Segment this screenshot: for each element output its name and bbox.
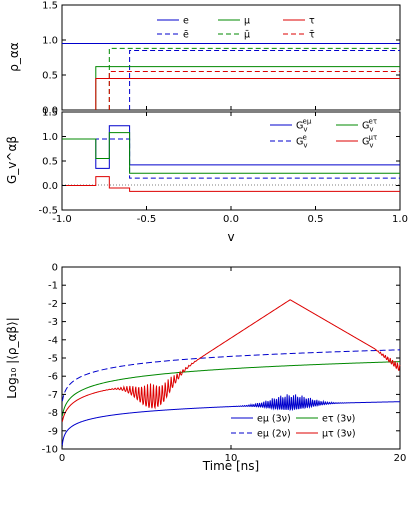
bottom-xtick-label: 10 bbox=[225, 453, 238, 464]
top-legend-label-: μ bbox=[244, 16, 250, 27]
bottom-ytick-label: -10 bbox=[42, 445, 58, 456]
middle-x-axis-label: v bbox=[227, 230, 234, 244]
bottom-ytick-label: -1 bbox=[48, 281, 58, 292]
middle-panel: -0.50.00.51.01.5 -1.0 -0.5 0.0 0.5 1.0 G_v^α… bbox=[5, 108, 408, 245]
middle-legend-label-g-v-e: Gveμ bbox=[296, 118, 312, 134]
middle-ytick-label: 1.0 bbox=[42, 132, 58, 143]
top-y-axis-label: ρ_αα bbox=[7, 42, 21, 72]
middle-ytick-label: 0.0 bbox=[42, 181, 58, 192]
bottom-series-emu-2nu bbox=[61, 349, 401, 402]
middle-series-g-v bbox=[62, 176, 400, 192]
bottom-ytick-label: -6 bbox=[48, 372, 58, 383]
middle-ytick-label: 1.5 bbox=[42, 108, 58, 119]
bottom-legend: eμ (3ν) eτ (3ν) eμ (2ν) μτ (3ν) bbox=[231, 414, 356, 440]
bottom-series-emu-3nu bbox=[61, 394, 401, 448]
bottom-ytick-label: -9 bbox=[48, 426, 58, 437]
bottom-legend-label-3: μτ (3ν) bbox=[322, 429, 356, 440]
middle-ytick-label: -0.5 bbox=[38, 206, 58, 217]
bottom-legend-label-e-3: eμ (3ν) bbox=[257, 414, 291, 425]
middle-legend-label-g-v-e: Gve bbox=[296, 134, 308, 150]
bottom-xtick-label: 0 bbox=[59, 453, 65, 464]
bottom-xtick-label: 20 bbox=[394, 453, 407, 464]
bottom-ytick-label: -8 bbox=[48, 408, 58, 419]
bottom-y-axis-label: Log₁₀ |⟨ρ_αβ⟩| bbox=[5, 317, 19, 399]
middle-legend-label-g-v-e: Gveτ bbox=[362, 118, 377, 134]
middle-plot-frame bbox=[61, 111, 401, 211]
top-series- bbox=[95, 66, 400, 110]
bottom-ytick-label: -2 bbox=[48, 299, 58, 310]
bottom-series-mutau-3nu bbox=[61, 299, 401, 422]
bottom-legend-label-e-3: eτ (3ν) bbox=[322, 414, 355, 425]
top-series- bbox=[129, 50, 400, 110]
bottom-x-axis-label: Time [ns] bbox=[202, 459, 259, 473]
middle-xtick-label: 0.5 bbox=[308, 214, 324, 225]
top-series- bbox=[108, 47, 400, 110]
middle-xtick-label: -1.0 bbox=[52, 214, 72, 225]
bottom-panel: 0 -1 -2 -3 -4 -5 -6 -7 -8 -9 -10 0 10 20 Log₁₀ |⟨ρ_α… bbox=[5, 263, 406, 474]
top-ytick-label: 1.0 bbox=[42, 36, 58, 47]
middle-ytick-label: 0.5 bbox=[42, 157, 58, 168]
top-ytick-label: 0.5 bbox=[42, 71, 58, 82]
top-legend: eē μ μ̄ τ τ̄ bbox=[157, 16, 315, 41]
top-legend-label-: τ bbox=[309, 16, 315, 27]
top-legend-label-: τ̄ bbox=[309, 30, 315, 41]
top-legend-label-: ē bbox=[183, 30, 189, 41]
bottom-ytick-label: 0 bbox=[52, 263, 58, 274]
middle-xtick-label: 0.0 bbox=[223, 214, 239, 225]
bottom-ytick-label: -5 bbox=[48, 354, 58, 365]
bottom-ytick-label: -4 bbox=[48, 335, 58, 346]
middle-xtick-label: 1.0 bbox=[392, 214, 408, 225]
middle-xtick-label: -0.5 bbox=[137, 214, 157, 225]
top-plot-frame bbox=[61, 4, 401, 111]
bottom-legend-label-e-2: eμ (2ν) bbox=[257, 429, 291, 440]
top-series- bbox=[108, 71, 400, 110]
bottom-ytick-label: -7 bbox=[48, 390, 58, 401]
middle-legend-label-g-v: Gvμτ bbox=[362, 134, 377, 150]
middle-y-axis-label: G_v^αβ bbox=[5, 136, 19, 184]
top-legend-label-: μ̄ bbox=[244, 30, 250, 41]
middle-series-g-v-e bbox=[62, 132, 400, 174]
top-panel: 0.0 0.5 1.0 1.5 ρ_αα eē μ μ̄ τ τ̄ bbox=[7, 1, 401, 117]
top-legend-label-e: e bbox=[183, 16, 189, 27]
middle-series-g-v-e bbox=[62, 138, 400, 179]
bottom-ytick-label: -3 bbox=[48, 317, 58, 328]
bottom-series-etau-3nu bbox=[61, 361, 401, 416]
top-series- bbox=[95, 78, 400, 110]
top-ytick-label: 0.0 bbox=[42, 106, 58, 117]
top-ytick-label: 1.5 bbox=[42, 1, 58, 12]
